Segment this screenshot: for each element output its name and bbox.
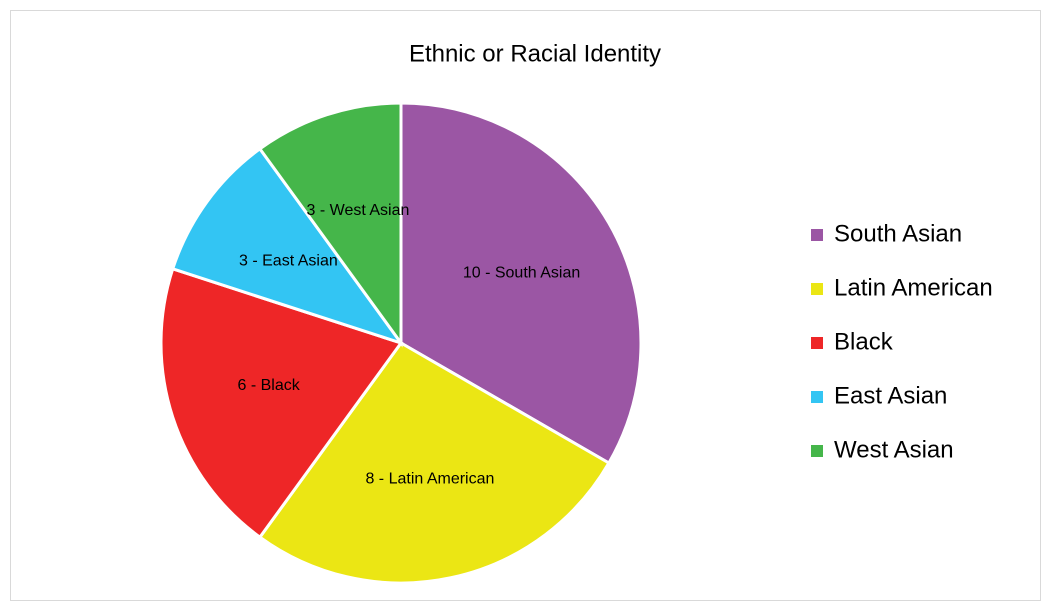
data-label: 3 - West Asian xyxy=(307,202,410,219)
legend-label: West Asian xyxy=(834,436,954,463)
legend-swatch xyxy=(811,391,823,403)
chart-title: Ethnic or Racial Identity xyxy=(409,40,661,67)
pie-slice xyxy=(257,341,611,585)
pie-slice xyxy=(257,101,403,348)
legend-swatch xyxy=(811,229,823,241)
data-label: 3 - East Asian xyxy=(239,252,338,269)
legend-swatch xyxy=(811,445,823,457)
legend-swatch xyxy=(811,337,823,349)
pie-slice xyxy=(170,146,405,346)
legend-swatch xyxy=(811,283,823,295)
data-label: 8 - Latin American xyxy=(365,470,494,487)
legend-label: Black xyxy=(834,328,894,355)
legend-label: South Asian xyxy=(834,220,962,247)
legend-label: East Asian xyxy=(834,382,947,409)
legend-label: Latin American xyxy=(834,274,993,301)
data-label: 6 - Black xyxy=(237,377,300,394)
data-label: 10 - South Asian xyxy=(463,265,580,282)
pie-slice xyxy=(159,266,404,540)
pie-slice xyxy=(399,101,643,466)
